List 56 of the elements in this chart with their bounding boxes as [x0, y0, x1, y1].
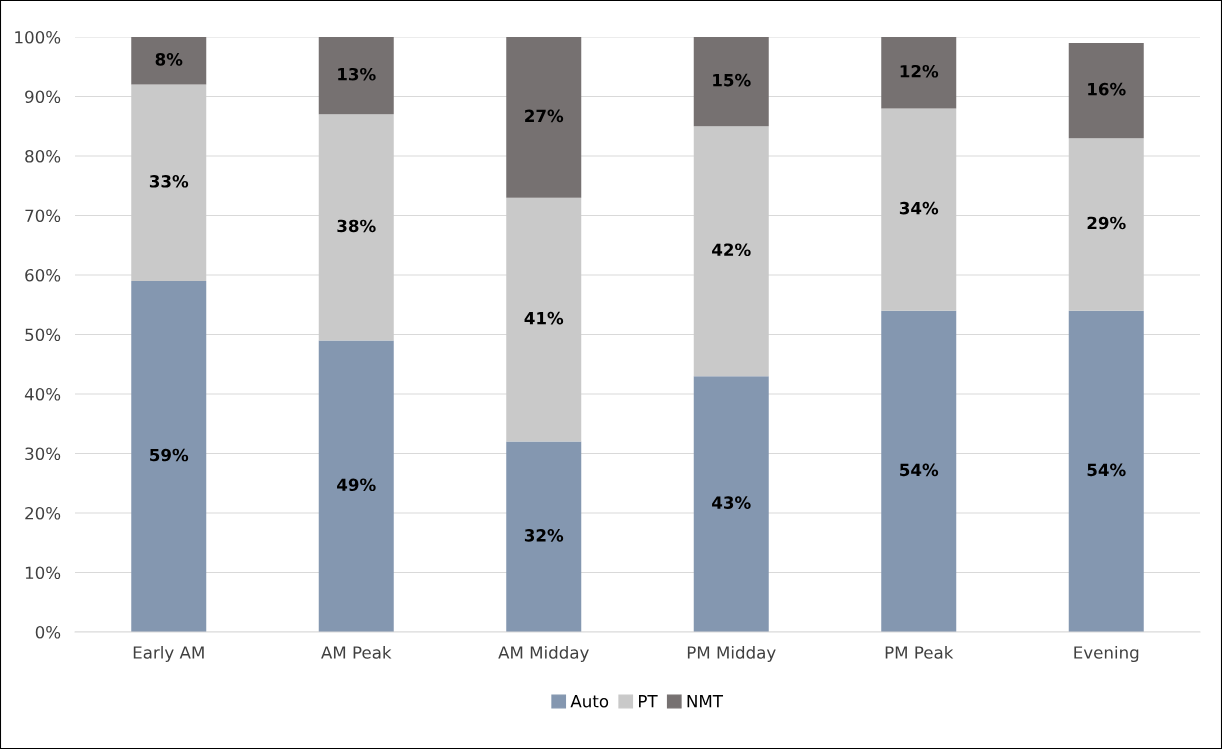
x-tick-label: AM Peak: [321, 645, 392, 659]
bar: [506, 197, 582, 442]
bar: [318, 340, 394, 632]
data-label: 15%: [713, 73, 751, 87]
bar: [318, 37, 394, 115]
bar: [506, 37, 582, 198]
bar: [693, 376, 769, 632]
legend-label: NMT: [687, 695, 724, 708]
data-label: 41%: [524, 311, 564, 325]
y-tick-label: 50%: [25, 328, 61, 342]
data-label: 8%: [155, 53, 183, 66]
x-tick-label: PM Peak: [885, 645, 954, 659]
y-tick-label: 10%: [25, 566, 61, 580]
bar: [131, 84, 207, 281]
legend-label: PT: [639, 695, 658, 708]
data-label: 32%: [524, 529, 564, 542]
bar: [881, 310, 957, 632]
data-label: 16%: [1088, 82, 1126, 96]
x-tick-label: PM Midday: [687, 645, 776, 663]
y-tick-label: 100%: [15, 30, 61, 44]
data-label: 54%: [1087, 463, 1126, 477]
y-tick-label: 40%: [24, 387, 61, 401]
x-tick-label: AM Midday: [498, 645, 589, 663]
x-tick-label: Evening: [1074, 645, 1139, 663]
bar: [506, 441, 582, 632]
bar: [1068, 310, 1144, 632]
y-tick-label: 70%: [25, 209, 61, 223]
data-label: 59%: [150, 448, 189, 462]
data-label: 34%: [899, 201, 939, 215]
bar: [881, 37, 957, 109]
data-label: 38%: [337, 219, 376, 233]
y-tick-label: 20%: [25, 506, 61, 520]
bar: [131, 37, 207, 85]
y-tick-label: 80%: [25, 149, 61, 163]
y-tick-label: 90%: [25, 90, 61, 104]
data-label: 49%: [337, 478, 376, 492]
y-tick-label: 60%: [25, 268, 61, 282]
bar: [318, 114, 394, 341]
bar: [1068, 138, 1144, 311]
data-label: 12%: [900, 64, 939, 78]
bar: [693, 126, 769, 377]
y-tick-label: 30%: [25, 447, 61, 461]
data-label: 42%: [712, 243, 751, 257]
data-label: 33%: [149, 175, 189, 188]
data-label: 13%: [338, 67, 376, 81]
bar: [131, 280, 207, 632]
data-label: 43%: [712, 496, 751, 509]
x-tick-label: Early AM: [133, 645, 204, 663]
data-label: 29%: [1087, 216, 1126, 230]
data-label: 54%: [900, 463, 939, 477]
data-label: 27%: [525, 109, 564, 123]
bar: [881, 108, 957, 311]
bar: [1068, 42, 1144, 139]
bar: [693, 37, 769, 127]
y-tick-label: 0%: [35, 625, 61, 639]
legend-label: Auto: [570, 695, 609, 708]
